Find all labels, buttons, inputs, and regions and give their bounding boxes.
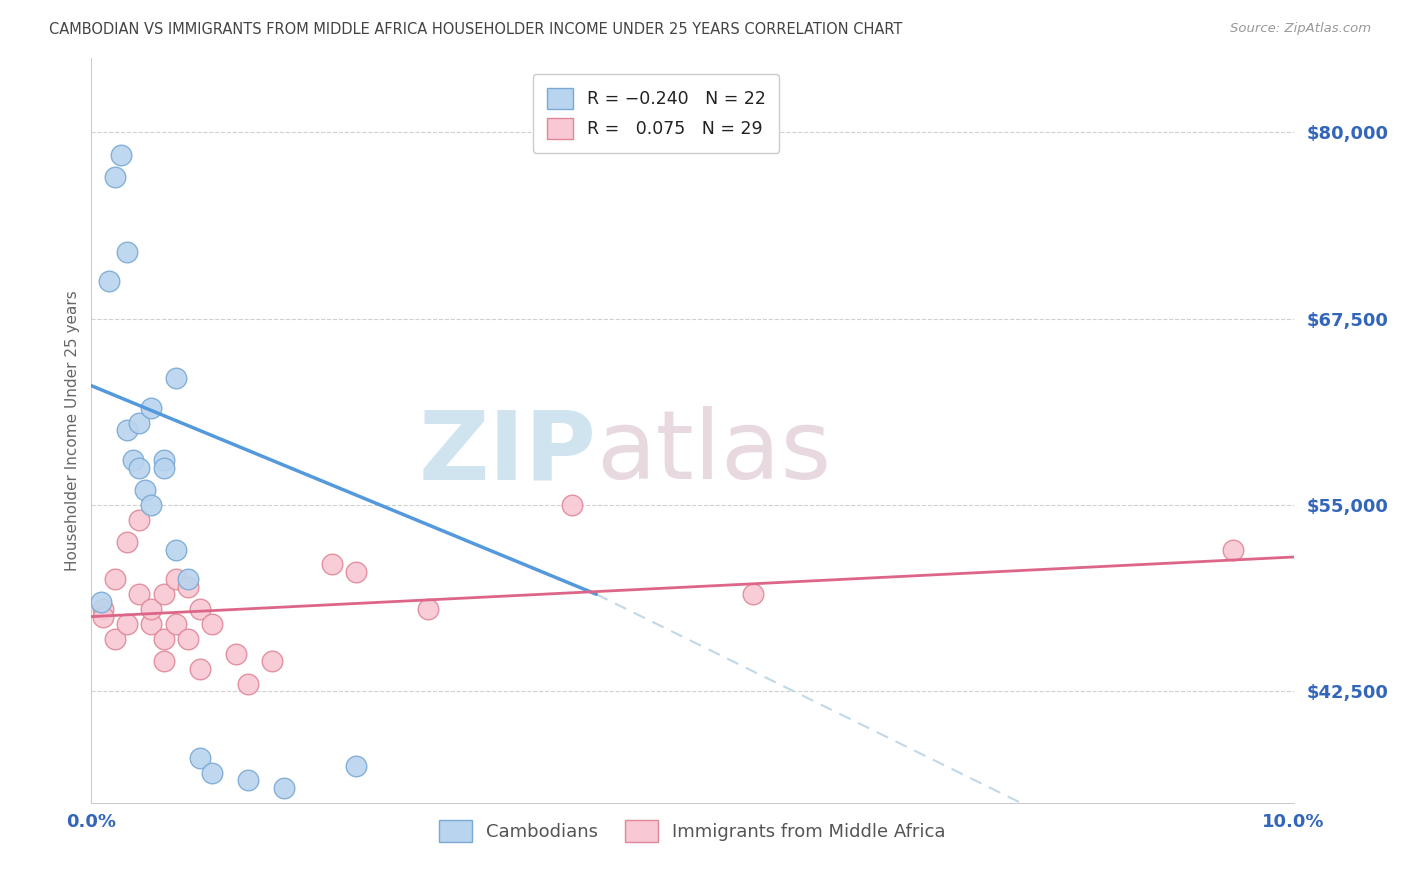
Point bbox=[176, 632, 198, 646]
Point bbox=[122, 453, 145, 467]
Point bbox=[152, 632, 174, 646]
Y-axis label: Householder Income Under 25 years: Householder Income Under 25 years bbox=[65, 290, 80, 571]
Point bbox=[152, 654, 174, 668]
Point bbox=[104, 632, 127, 646]
Point bbox=[236, 773, 259, 788]
Point bbox=[416, 602, 439, 616]
Point bbox=[90, 595, 112, 609]
Point bbox=[141, 401, 163, 415]
Point bbox=[165, 573, 187, 587]
Point bbox=[128, 587, 150, 601]
Point bbox=[128, 416, 150, 430]
Text: atlas: atlas bbox=[596, 406, 831, 500]
Text: CAMBODIAN VS IMMIGRANTS FROM MIDDLE AFRICA HOUSEHOLDER INCOME UNDER 25 YEARS COR: CAMBODIAN VS IMMIGRANTS FROM MIDDLE AFRI… bbox=[49, 22, 903, 37]
Point bbox=[176, 580, 198, 594]
Point bbox=[344, 565, 367, 579]
Legend: Cambodians, Immigrants from Middle Africa: Cambodians, Immigrants from Middle Afric… bbox=[432, 814, 953, 850]
Point bbox=[165, 542, 187, 557]
Point bbox=[236, 676, 259, 690]
Point bbox=[201, 766, 224, 780]
Point bbox=[93, 602, 115, 616]
Point bbox=[165, 617, 187, 632]
Point bbox=[117, 535, 139, 549]
Point bbox=[1222, 542, 1244, 557]
Point bbox=[93, 609, 115, 624]
Point bbox=[741, 587, 763, 601]
Point bbox=[141, 602, 163, 616]
Point bbox=[152, 587, 174, 601]
Point bbox=[98, 274, 121, 288]
Point bbox=[128, 460, 150, 475]
Point bbox=[141, 498, 163, 512]
Point bbox=[110, 148, 132, 162]
Point bbox=[117, 244, 139, 259]
Point bbox=[273, 780, 295, 795]
Point bbox=[104, 573, 127, 587]
Point bbox=[117, 424, 139, 438]
Point bbox=[104, 170, 127, 185]
Point bbox=[561, 498, 583, 512]
Point bbox=[188, 751, 211, 765]
Point bbox=[188, 602, 211, 616]
Point bbox=[152, 460, 174, 475]
Point bbox=[201, 617, 224, 632]
Text: ZIP: ZIP bbox=[419, 406, 596, 500]
Point bbox=[134, 483, 156, 497]
Point bbox=[165, 371, 187, 385]
Point bbox=[321, 558, 343, 572]
Text: Source: ZipAtlas.com: Source: ZipAtlas.com bbox=[1230, 22, 1371, 36]
Point bbox=[225, 647, 247, 661]
Point bbox=[117, 617, 139, 632]
Point bbox=[128, 513, 150, 527]
Point bbox=[188, 662, 211, 676]
Point bbox=[176, 573, 198, 587]
Point bbox=[141, 617, 163, 632]
Point bbox=[344, 758, 367, 772]
Point bbox=[152, 453, 174, 467]
Point bbox=[260, 654, 283, 668]
